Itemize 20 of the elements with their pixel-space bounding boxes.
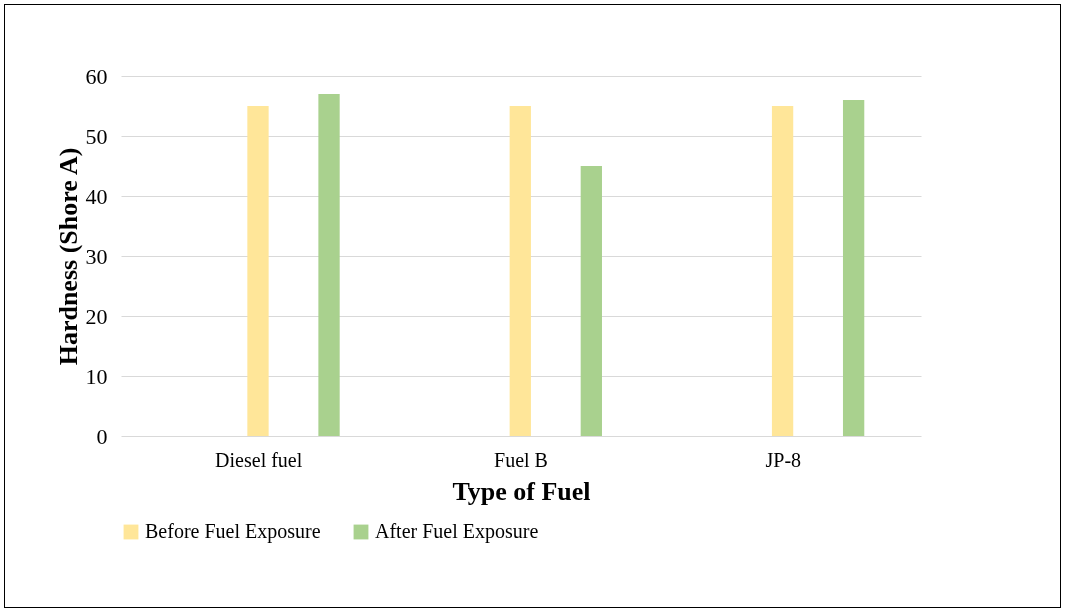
- bar: [771, 106, 794, 436]
- bar: [580, 166, 602, 436]
- y-tick-label: 0: [96, 423, 108, 449]
- x-tick-label: Diesel fuel: [215, 448, 303, 471]
- y-tick-label: 50: [85, 123, 108, 149]
- bar: [247, 106, 269, 436]
- y-axis-title: Hardness (Shore A): [53, 147, 83, 366]
- x-tick-label: JP-8: [765, 448, 802, 471]
- x-tick-label: Fuel B: [494, 448, 548, 471]
- y-tick-label: 20: [85, 303, 108, 329]
- y-tick-label: 10: [85, 363, 108, 389]
- legend-label: After Fuel Exposure: [375, 520, 539, 543]
- bar: [842, 100, 865, 436]
- y-tick-label: 60: [85, 63, 108, 89]
- bar: [318, 94, 340, 436]
- legend-label: Before Fuel Exposure: [145, 520, 321, 543]
- x-axis-title: Type of Fuel: [452, 476, 591, 506]
- y-tick-label: 40: [85, 183, 108, 209]
- y-tick-label: 30: [85, 243, 108, 269]
- bar: [509, 106, 531, 436]
